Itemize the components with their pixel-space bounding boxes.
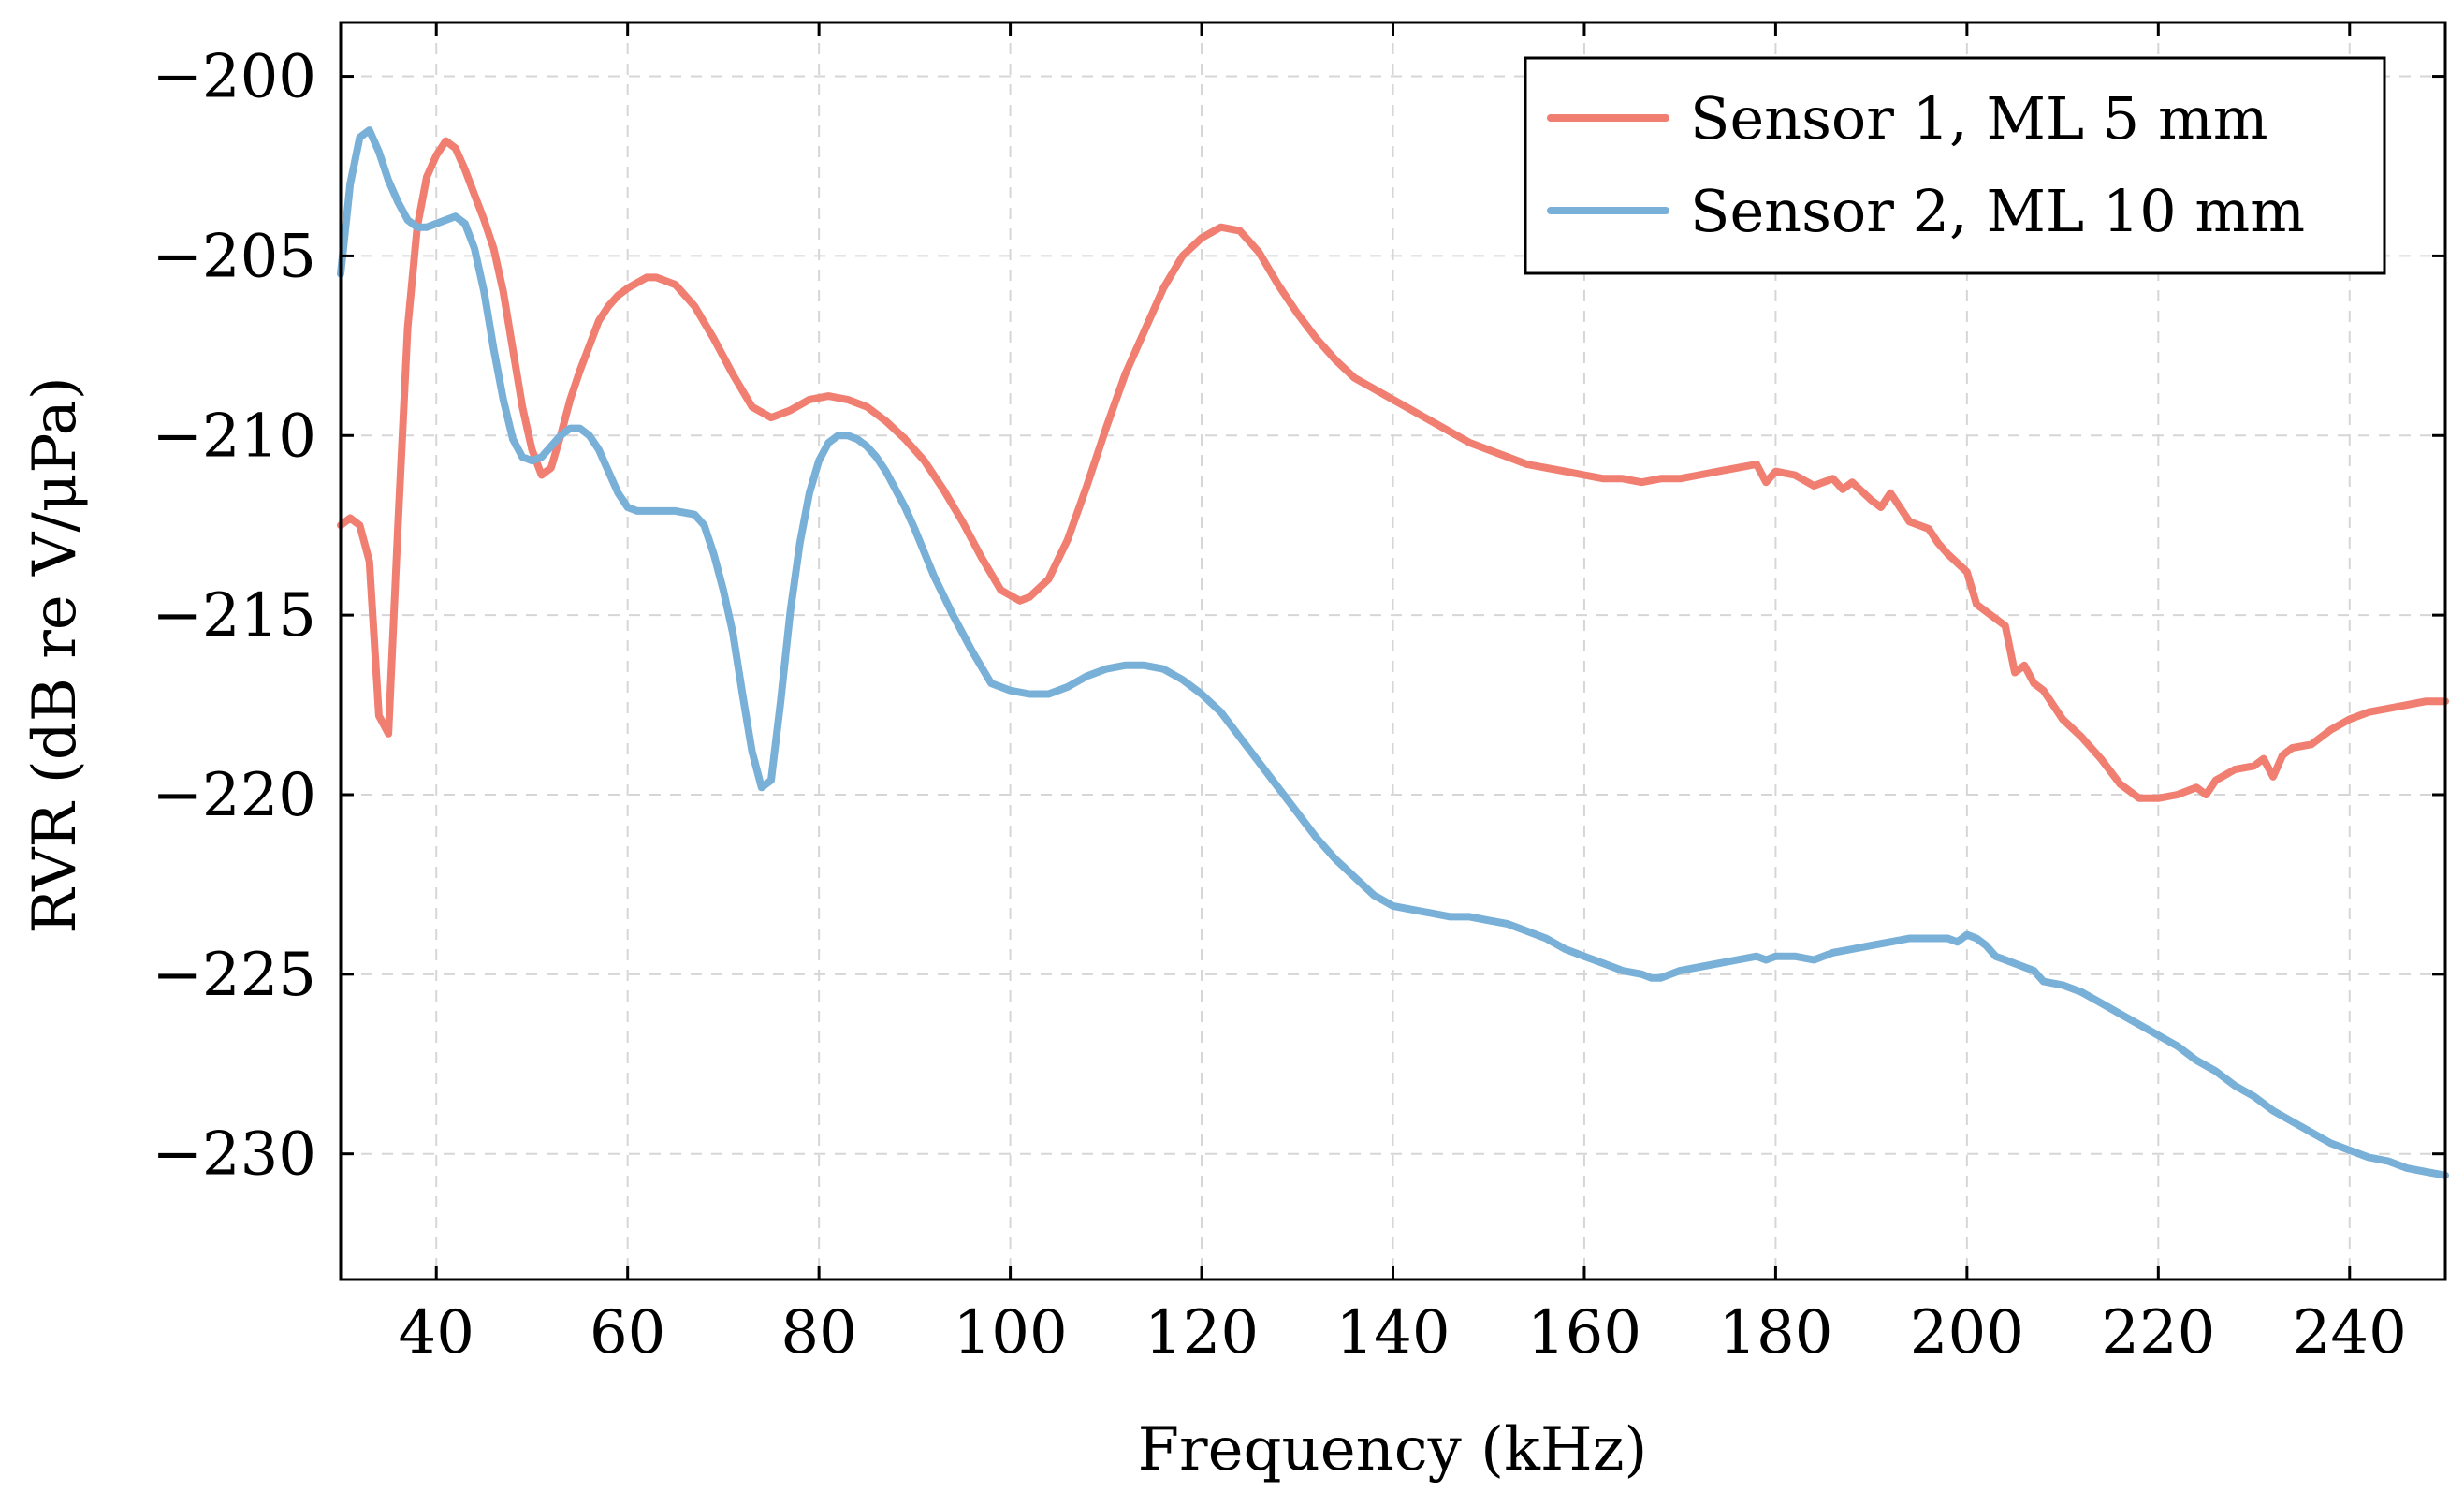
x-tick-label: 100 [954, 1298, 1068, 1368]
legend-box [1524, 56, 2386, 275]
x-tick-label: 80 [780, 1298, 856, 1368]
x-tick-label: 40 [399, 1298, 474, 1368]
y-axis-label: RVR (dB re V/μPa) [21, 376, 90, 933]
x-tick-label: 220 [2101, 1298, 2215, 1368]
legend-label-sensor-1: Sensor 1, ML 5 mm [1690, 84, 2268, 153]
x-tick-label: 140 [1335, 1298, 1450, 1368]
y-tick-label: −220 [152, 761, 316, 830]
y-tick-label: −215 [152, 581, 316, 651]
y-tick-label: −200 [152, 43, 316, 112]
x-axis-label: Frequency (kHz) [1138, 1415, 1648, 1485]
legend-label-sensor-2: Sensor 2, ML 10 mm [1690, 177, 2305, 245]
series-group [337, 126, 2449, 1179]
x-tick-label: 60 [590, 1298, 665, 1368]
y-tick-label: −230 [152, 1120, 316, 1190]
x-tick-label: 200 [1910, 1298, 2024, 1368]
legend: Sensor 1, ML 5 mm Sensor 2, ML 10 mm [1524, 56, 2386, 275]
x-tick-label: 160 [1527, 1298, 1641, 1368]
y-tick-label: −210 [152, 402, 316, 471]
x-tick-label: 180 [1718, 1298, 1832, 1368]
x-tick-label: 240 [2293, 1298, 2407, 1368]
x-tick-label: 120 [1145, 1298, 1259, 1368]
series-line-sensor-2 [337, 126, 2449, 1179]
y-tick-label: −205 [152, 222, 316, 291]
y-tick-label: −225 [152, 941, 316, 1010]
axis-ticks: 40 60 80 100 120 140 160 180 200 220 240 −200 −205 −2… [152, 22, 2445, 1368]
